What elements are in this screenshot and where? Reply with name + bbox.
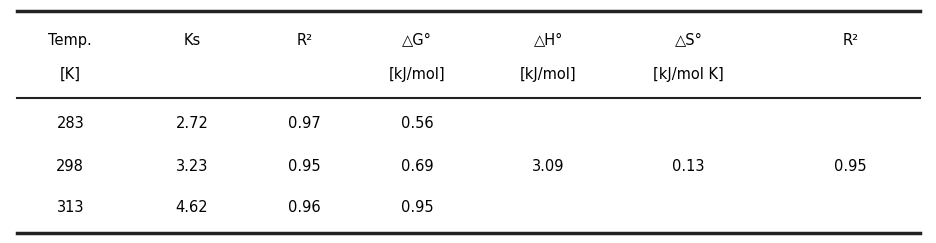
Text: △H°: △H° [533,33,563,48]
Text: 298: 298 [56,159,84,174]
Text: 0.97: 0.97 [288,116,320,131]
Text: [kJ/mol]: [kJ/mol] [519,67,576,82]
Text: Temp.: Temp. [49,33,92,48]
Text: R²: R² [296,33,313,48]
Text: 313: 313 [56,200,84,215]
Text: 3.09: 3.09 [532,159,563,174]
Text: R²: R² [841,33,858,48]
Text: Ks: Ks [183,33,200,48]
Text: 0.56: 0.56 [401,116,432,131]
Text: 0.13: 0.13 [672,159,704,174]
Text: △S°: △S° [674,33,702,48]
Text: 0.95: 0.95 [401,200,432,215]
Text: 2.72: 2.72 [175,116,209,131]
Text: [kJ/mol K]: [kJ/mol K] [652,67,724,82]
Text: 0.69: 0.69 [401,159,432,174]
Text: 0.95: 0.95 [834,159,866,174]
Text: △G°: △G° [402,33,431,48]
Text: 4.62: 4.62 [176,200,208,215]
Text: [K]: [K] [60,67,80,82]
Text: 283: 283 [56,116,84,131]
Text: 0.96: 0.96 [288,200,320,215]
Text: [kJ/mol]: [kJ/mol] [388,67,445,82]
Text: 3.23: 3.23 [176,159,208,174]
Text: 0.95: 0.95 [288,159,320,174]
